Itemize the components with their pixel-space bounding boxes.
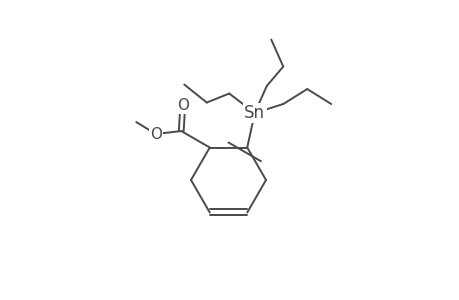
Text: O: O [176, 98, 188, 113]
Text: O: O [150, 127, 162, 142]
Text: Sn: Sn [244, 104, 265, 122]
